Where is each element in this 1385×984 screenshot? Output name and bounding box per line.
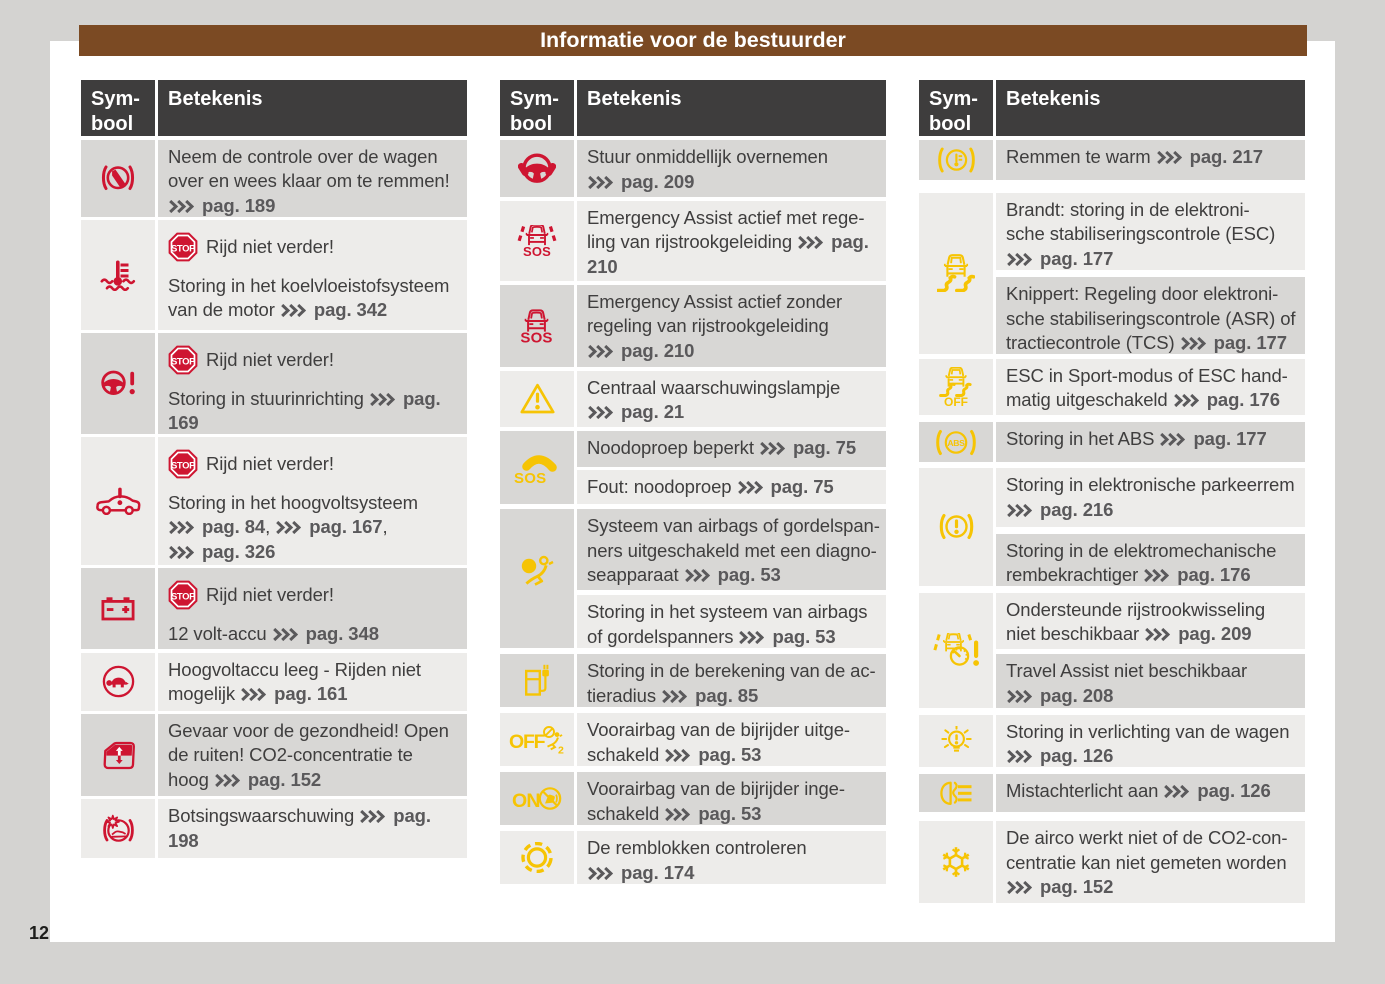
svg-text:STOP: STOP bbox=[171, 460, 196, 471]
svg-text:SOS: SOS bbox=[523, 244, 551, 257]
svg-text:OFF: OFF bbox=[944, 395, 968, 407]
svg-text:STOP: STOP bbox=[171, 356, 196, 367]
svg-text:SOS: SOS bbox=[514, 470, 546, 484]
svg-text:SOS: SOS bbox=[521, 329, 553, 343]
svg-text:ON: ON bbox=[512, 790, 540, 812]
svg-text:STOP: STOP bbox=[171, 243, 196, 254]
svg-text:2: 2 bbox=[558, 745, 564, 755]
svg-text:OFF: OFF bbox=[509, 731, 546, 753]
svg-text:STOP: STOP bbox=[171, 591, 196, 602]
svg-text:ABS: ABS bbox=[947, 438, 965, 448]
